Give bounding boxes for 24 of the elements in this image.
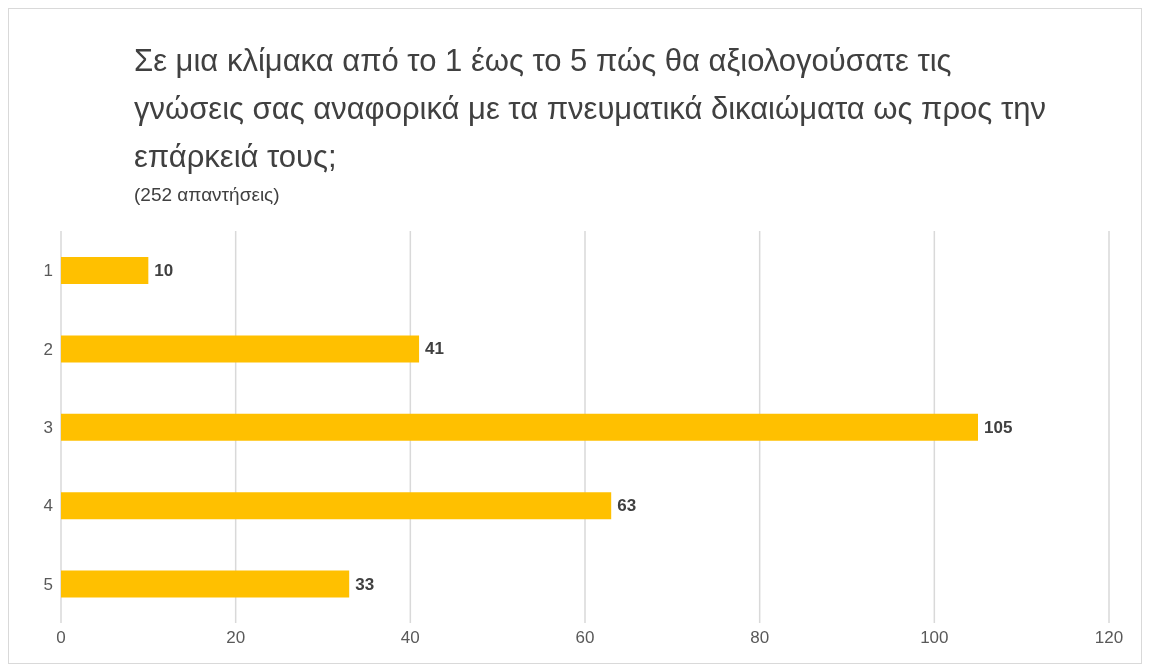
data-label: 33: [355, 574, 375, 594]
x-tick-label: 60: [575, 628, 595, 648]
data-label: 41: [425, 339, 444, 359]
y-tick-label: 4: [43, 496, 53, 516]
data-label: 105: [984, 417, 1013, 437]
bar: [61, 413, 978, 441]
x-tick-label: 120: [1094, 628, 1124, 648]
y-tick-label: 1: [43, 261, 53, 281]
chart-title: Σε μια κλίμακα από το 1 έως το 5 πώς θα αξιολογούσατε τις γνώσεις σας αναφορικά με τα πνευματικά δικαιώματα ως προς την επάρκειά τους;: [134, 43, 1046, 174]
x-tick-label: 100: [920, 628, 949, 648]
y-tick-label: 3: [43, 418, 53, 438]
y-tick-label: 2: [43, 339, 53, 359]
chart-subtitle: (252 απαντήσεις): [134, 183, 281, 207]
x-tick-label: 80: [750, 628, 770, 648]
data-label: 63: [617, 496, 637, 516]
bar: [61, 257, 149, 284]
y-tick-label: 5: [43, 574, 53, 594]
x-tick-label: 20: [226, 628, 246, 648]
data-label: 10: [154, 261, 174, 280]
x-tick-label: 0: [56, 628, 66, 648]
bar: [61, 492, 612, 520]
bar: [61, 570, 350, 598]
bar: [61, 335, 420, 363]
x-tick-label: 40: [400, 628, 420, 648]
